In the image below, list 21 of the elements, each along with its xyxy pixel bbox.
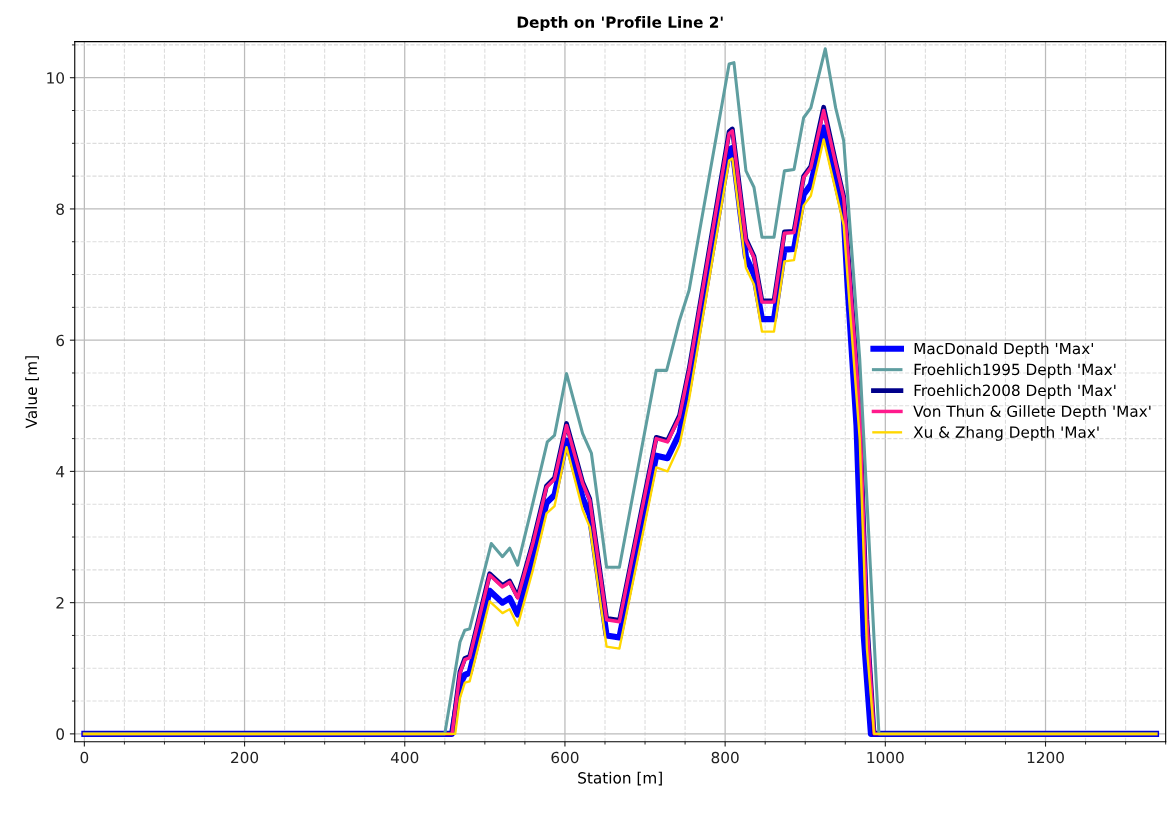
x-tick-label: 800: [711, 751, 739, 764]
legend-label: Froehlich1995 Depth 'Max': [914, 363, 1116, 379]
x-tick-label: 1200: [1027, 751, 1064, 764]
legend-label: Froehlich2008 Depth 'Max': [914, 384, 1116, 400]
y-tick-label: 6: [56, 334, 65, 347]
x-tick-label: 1000: [867, 751, 904, 764]
x-tick-label: 600: [551, 751, 579, 764]
x-tick-label: 400: [390, 751, 419, 764]
legend-label: MacDonald Depth 'Max': [914, 342, 1093, 358]
y-tick-label: 8: [56, 203, 64, 215]
x-axis-title: Station [m]: [578, 771, 662, 786]
y-tick-label: 2: [56, 597, 64, 609]
y-tick-label: 4: [56, 466, 65, 478]
chart-title: Depth on 'Profile Line 2': [517, 16, 723, 31]
y-axis-title: Value [m]: [25, 356, 39, 429]
y-tick-label: 10: [47, 72, 65, 84]
x-tick-label: 0: [80, 751, 89, 764]
x-tick-label: 200: [231, 751, 259, 764]
legend-label: Xu & Zhang Depth 'Max': [913, 426, 1099, 441]
legend-label: Von Thun & Gillete Depth 'Max': [913, 405, 1151, 420]
y-tick-label: 0: [56, 728, 65, 740]
